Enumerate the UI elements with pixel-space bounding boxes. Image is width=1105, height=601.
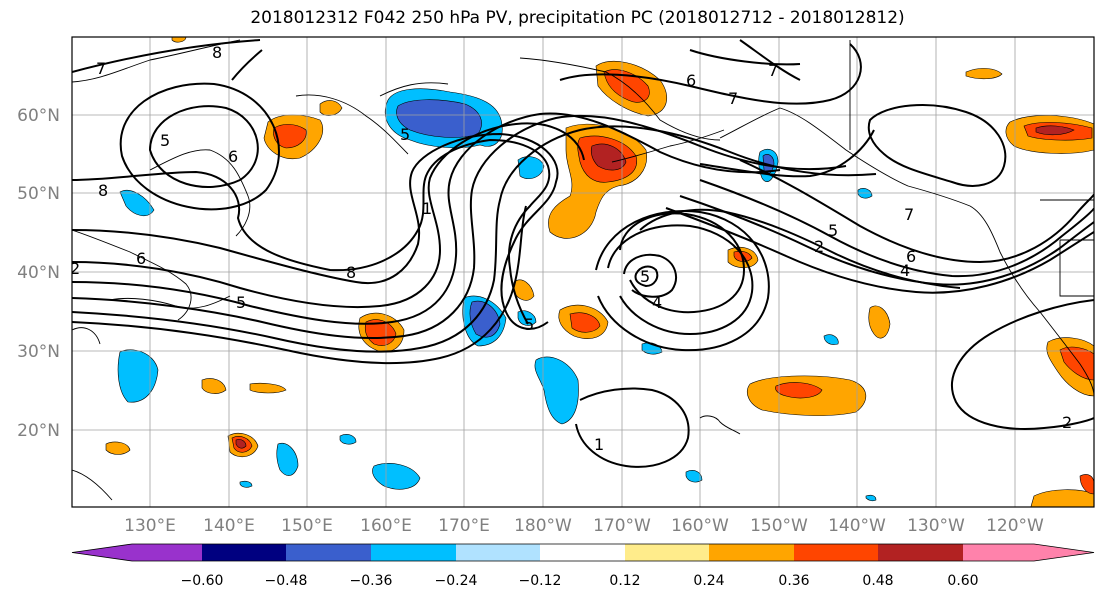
lon-label: 170°E [438,516,490,536]
colorbar-tick-label: 0.24 [693,573,724,589]
pv-contours [72,39,1094,468]
svg-text:5: 5 [524,315,534,334]
colorbar-segment [709,544,794,561]
colorbar-tick-label: 0.36 [778,573,809,589]
svg-text:6: 6 [136,249,146,268]
colorbar-tick-label: −0.60 [181,573,224,589]
colorbar-segment [456,544,540,561]
lat-label: 30°N [17,342,60,362]
colorbar-tick-label: −0.24 [435,573,478,589]
colorbar-segment [202,544,286,561]
svg-text:4: 4 [900,261,910,280]
lon-label: 140°E [203,516,255,536]
colorbar-tick-label: −0.36 [350,573,393,589]
svg-text:5: 5 [236,293,246,312]
map-border [71,36,1095,508]
colorbar-segment [794,544,878,561]
lon-label: 150°E [281,516,333,536]
lon-label: 140°W [828,516,886,536]
colorbar-tick-label: 0.60 [947,573,978,589]
svg-text:5: 5 [400,125,410,144]
colorbar-segment [878,544,963,561]
svg-text:5: 5 [828,221,838,240]
lon-label: 180°W [514,516,572,536]
svg-text:5: 5 [640,267,650,286]
svg-text:1: 1 [594,435,604,454]
lat-label: 60°N [17,106,60,126]
svg-text:7: 7 [96,59,106,78]
svg-text:7: 7 [904,205,914,224]
colorbar [71,543,1095,562]
colorbar-tick-labels: −0.60 −0.48 −0.36 −0.24 −0.12 0.12 0.24 … [181,573,979,589]
contour-labels: 7 8 5 6 8 1 6 5 8 5 7 7 6 5 2 5 4 6 7 5 … [70,43,1072,454]
colorbar-tick-label: −0.48 [265,573,308,589]
svg-text:2: 2 [814,237,824,256]
colorbar-outline [71,543,1095,562]
svg-text:6: 6 [686,71,696,90]
svg-text:2: 2 [70,259,80,278]
lon-label: 150°W [750,516,808,536]
svg-text:8: 8 [346,263,356,282]
map-title: 2018012312 F042 250 hPa PV, precipitatio… [250,8,905,28]
longitude-labels: 130°E 140°E 150°E 160°E 170°E 180°W 170°… [124,516,1044,536]
svg-text:1: 1 [422,199,432,218]
colorbar-segment [286,544,371,561]
lat-label: 50°N [17,184,60,204]
lat-label: 40°N [17,263,60,283]
latitude-labels: 60°N 50°N 40°N 30°N 20°N [17,106,60,441]
lon-label: 160°E [360,516,412,536]
colorbar-segment [371,544,456,561]
lon-label: 120°W [986,516,1044,536]
lon-label: 130°W [907,516,965,536]
colorbar-segment [625,544,709,561]
colorbar-segment [963,544,1094,561]
lat-label: 20°N [17,421,60,441]
svg-text:2: 2 [1062,413,1072,432]
svg-text:8: 8 [98,181,108,200]
svg-text:5: 5 [160,131,170,150]
colorbar-tick-label: 0.12 [609,573,640,589]
svg-text:8: 8 [212,43,222,62]
colorbar-segment [540,544,625,561]
colorbar-segment [72,544,202,561]
lon-label: 130°E [124,516,176,536]
svg-text:6: 6 [228,147,238,166]
svg-text:7: 7 [768,61,778,80]
colorbar-tick-label: −0.12 [519,573,562,589]
lon-label: 160°W [671,516,729,536]
lon-label: 170°W [593,516,651,536]
svg-text:4: 4 [652,293,662,312]
colorbar-tick-label: 0.48 [862,573,893,589]
svg-text:6: 6 [906,247,916,266]
svg-text:7: 7 [728,89,738,108]
